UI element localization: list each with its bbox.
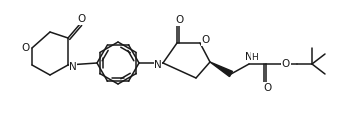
Text: O: O	[175, 15, 183, 25]
Text: O: O	[282, 59, 290, 69]
Text: O: O	[264, 83, 272, 93]
Text: N: N	[245, 52, 253, 62]
Text: O: O	[22, 43, 30, 53]
Polygon shape	[210, 62, 233, 77]
Text: N: N	[69, 62, 77, 72]
Text: H: H	[252, 52, 258, 61]
Text: N: N	[154, 60, 162, 70]
Text: O: O	[78, 14, 86, 24]
Text: O: O	[202, 35, 210, 45]
